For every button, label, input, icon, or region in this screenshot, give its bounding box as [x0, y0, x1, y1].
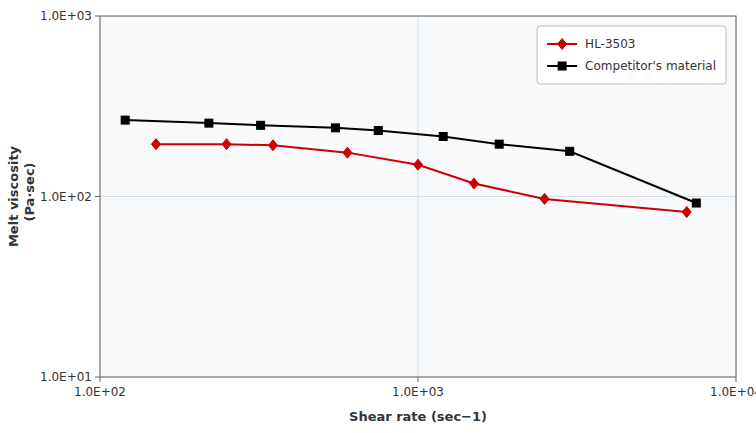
legend-swatch-marker	[558, 62, 566, 70]
y-tick-label: 1.0E+03	[40, 9, 92, 23]
data-point	[222, 139, 231, 150]
y-tick	[95, 16, 100, 17]
data-layer	[121, 116, 700, 217]
data-point	[495, 140, 503, 148]
x-tick-label: 1.0E+03	[392, 385, 444, 399]
series-line	[125, 120, 696, 203]
y-tick	[95, 196, 100, 197]
y-axis-label: Melt viscosity (Pa·sec)	[6, 145, 37, 247]
data-point	[682, 207, 691, 218]
y-tick	[95, 377, 100, 378]
x-tick	[418, 377, 419, 382]
data-point	[269, 140, 278, 151]
legend-label: Competitor's material	[585, 59, 716, 73]
grid	[100, 16, 736, 377]
data-point	[414, 159, 423, 170]
x-tick	[100, 377, 101, 382]
y-axis-label-line: (Pa·sec)	[22, 162, 37, 230]
data-point	[205, 119, 213, 127]
data-point	[331, 124, 339, 132]
data-point	[469, 178, 478, 189]
x-axis-label: Shear rate (sec−1)	[349, 409, 487, 424]
data-point	[540, 193, 549, 204]
x-tick-label: 1.0E+02	[74, 385, 126, 399]
legend-box	[537, 26, 726, 84]
data-point	[692, 199, 700, 207]
data-point	[566, 147, 574, 155]
plot-background	[100, 16, 736, 377]
series-line	[156, 144, 687, 212]
legend-label: HL-3503	[585, 37, 635, 51]
x-tick	[736, 377, 737, 382]
x-tick-label: 1.0E+04	[710, 385, 756, 399]
data-point	[257, 121, 265, 129]
data-point	[439, 132, 447, 140]
data-point	[121, 116, 129, 124]
data-point	[151, 139, 160, 150]
y-tick-label: 1.0E+02	[40, 190, 92, 204]
legend: HL-3503 Competitor's material	[537, 26, 726, 84]
data-point	[374, 127, 382, 135]
legend-swatch-marker	[558, 39, 567, 50]
y-axis-label-line: Melt viscosity	[6, 145, 21, 247]
chart-container: 1.0E+021.0E+031.0E+041.0E+011.0E+021.0E+…	[0, 0, 756, 433]
plot-frame	[100, 16, 736, 377]
chart-svg: 1.0E+021.0E+031.0E+041.0E+011.0E+021.0E+…	[0, 0, 756, 433]
y-grid-line	[100, 196, 736, 197]
data-point	[343, 147, 352, 158]
y-tick-label: 1.0E+01	[40, 370, 92, 384]
axes: 1.0E+021.0E+031.0E+041.0E+011.0E+021.0E+…	[40, 9, 756, 399]
